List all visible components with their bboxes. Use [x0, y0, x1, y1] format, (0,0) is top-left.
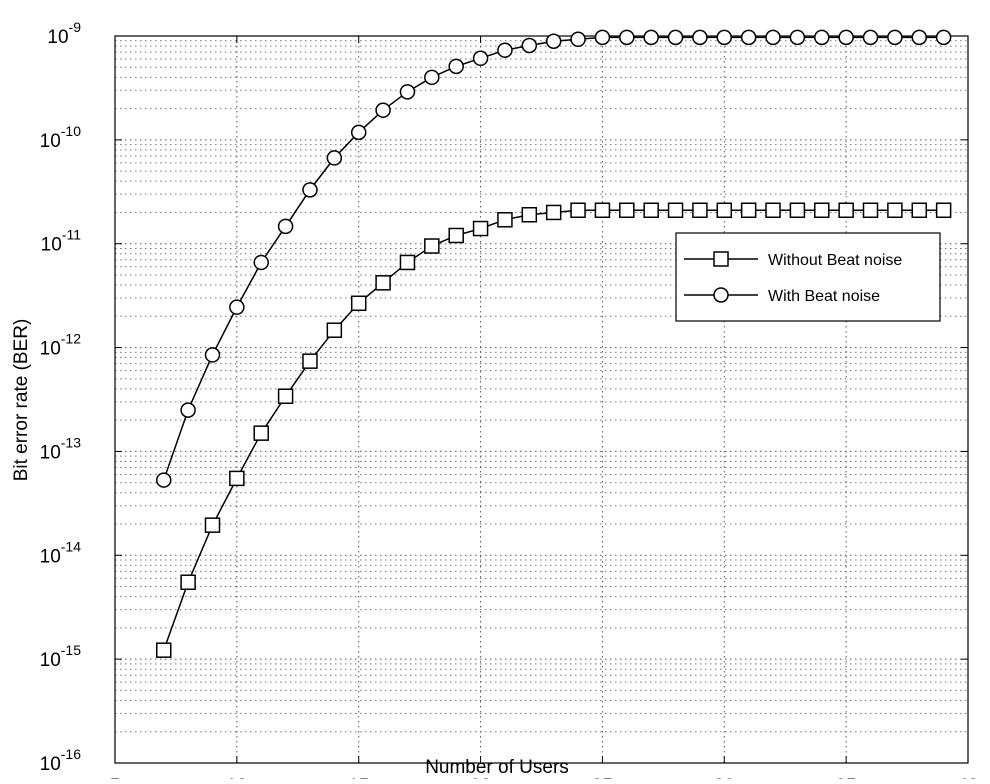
- circle-marker: [302, 182, 318, 198]
- circle-marker: [521, 37, 538, 54]
- y-tick-exponent: -12: [61, 331, 81, 347]
- square-marker: [838, 202, 854, 218]
- circle-marker: [765, 29, 781, 46]
- legend-box: [675, 232, 941, 322]
- y-tick-label: 10-12: [40, 331, 82, 360]
- circle-marker: [155, 472, 172, 488]
- circle-marker: [277, 218, 294, 235]
- square-marker: [424, 238, 440, 254]
- circle-marker: [497, 42, 513, 58]
- plot-frame: [114, 35, 969, 764]
- circle-marker: [326, 150, 343, 166]
- circle-marker: [424, 69, 440, 86]
- square-marker: [472, 220, 489, 237]
- square-marker: [814, 202, 830, 218]
- y-tick-base: 10: [40, 442, 61, 463]
- square-marker: [497, 212, 513, 228]
- circle-marker: [716, 29, 733, 46]
- circle-marker: [814, 29, 830, 46]
- circle-marker: [570, 31, 586, 48]
- square-marker: [375, 275, 391, 291]
- circle-marker: [399, 84, 416, 100]
- y-tick-label: 10-9: [47, 19, 81, 48]
- y-tick-label: 10-13: [40, 434, 82, 463]
- square-marker: [277, 388, 294, 404]
- y-tick-base: 10: [41, 235, 62, 256]
- square-marker: [887, 202, 903, 218]
- square-marker: [667, 202, 684, 218]
- square-marker: [302, 353, 318, 369]
- y-tick-base: 10: [40, 650, 61, 671]
- square-marker: [229, 470, 245, 487]
- square-marker: [643, 202, 659, 218]
- circle-marker: [619, 29, 635, 46]
- square-marker: [765, 202, 781, 218]
- circle-marker: [838, 29, 854, 46]
- circle-marker: [204, 347, 221, 363]
- circle-marker: [643, 29, 659, 46]
- circle-marker: [375, 102, 391, 118]
- circle-marker: [713, 287, 729, 303]
- y-tick-label: 10-11: [41, 227, 82, 256]
- y-tick-exponent: -10: [61, 123, 81, 139]
- square-marker: [204, 517, 221, 533]
- y-tick-base: 10: [47, 27, 68, 48]
- circle-marker: [448, 58, 464, 75]
- square-marker: [326, 322, 343, 338]
- square-marker: [180, 574, 196, 591]
- y-tick-exponent: -9: [69, 19, 82, 35]
- circle-marker: [180, 402, 196, 418]
- y-tick-exponent: -13: [61, 434, 81, 450]
- circle-marker: [253, 254, 269, 271]
- square-marker: [521, 207, 538, 223]
- square-marker: [713, 251, 729, 267]
- y-tick-label: 10-14: [40, 538, 82, 567]
- square-marker: [399, 254, 416, 271]
- y-tick-base: 10: [40, 546, 61, 567]
- circle-marker: [911, 29, 928, 46]
- legend-label: Without Beat noise: [768, 252, 902, 269]
- square-marker: [911, 202, 928, 218]
- square-marker: [545, 204, 562, 221]
- square-marker: [716, 202, 733, 218]
- x-axis-label: Number of Users: [425, 757, 569, 778]
- square-marker: [570, 202, 586, 218]
- square-marker: [448, 227, 464, 244]
- y-tick-label: 10-15: [40, 642, 82, 671]
- circle-marker: [350, 124, 367, 141]
- circle-marker: [862, 29, 879, 46]
- square-marker: [594, 202, 611, 218]
- circle-marker: [667, 29, 684, 46]
- circle-marker: [545, 33, 562, 50]
- circle-marker: [472, 50, 489, 67]
- y-tick-exponent: -15: [61, 642, 81, 658]
- square-marker: [862, 202, 879, 218]
- circle-marker: [594, 29, 611, 46]
- square-marker: [350, 295, 367, 312]
- y-tick-base: 10: [40, 131, 61, 152]
- y-tick-label: 10-16: [40, 746, 82, 775]
- square-marker: [789, 202, 806, 218]
- circle-marker: [789, 29, 806, 46]
- square-marker: [740, 202, 757, 218]
- square-marker: [619, 202, 635, 218]
- square-marker: [692, 202, 708, 218]
- circle-marker: [935, 29, 952, 46]
- y-tick-exponent: -16: [61, 746, 81, 762]
- y-axis-label: Bit error rate (BER): [11, 319, 32, 482]
- square-marker: [155, 642, 172, 658]
- square-marker: [253, 425, 269, 441]
- y-tick-label: 10-10: [40, 123, 82, 152]
- circle-marker: [740, 29, 757, 46]
- y-tick-base: 10: [40, 754, 61, 775]
- circle-marker: [229, 299, 245, 315]
- y-tick-exponent: -14: [61, 538, 81, 554]
- circle-marker: [887, 29, 903, 46]
- y-tick-base: 10: [40, 339, 61, 360]
- square-marker: [935, 202, 952, 218]
- legend-label: With Beat noise: [768, 288, 880, 305]
- y-tick-exponent: -11: [62, 227, 81, 243]
- circle-marker: [692, 29, 708, 46]
